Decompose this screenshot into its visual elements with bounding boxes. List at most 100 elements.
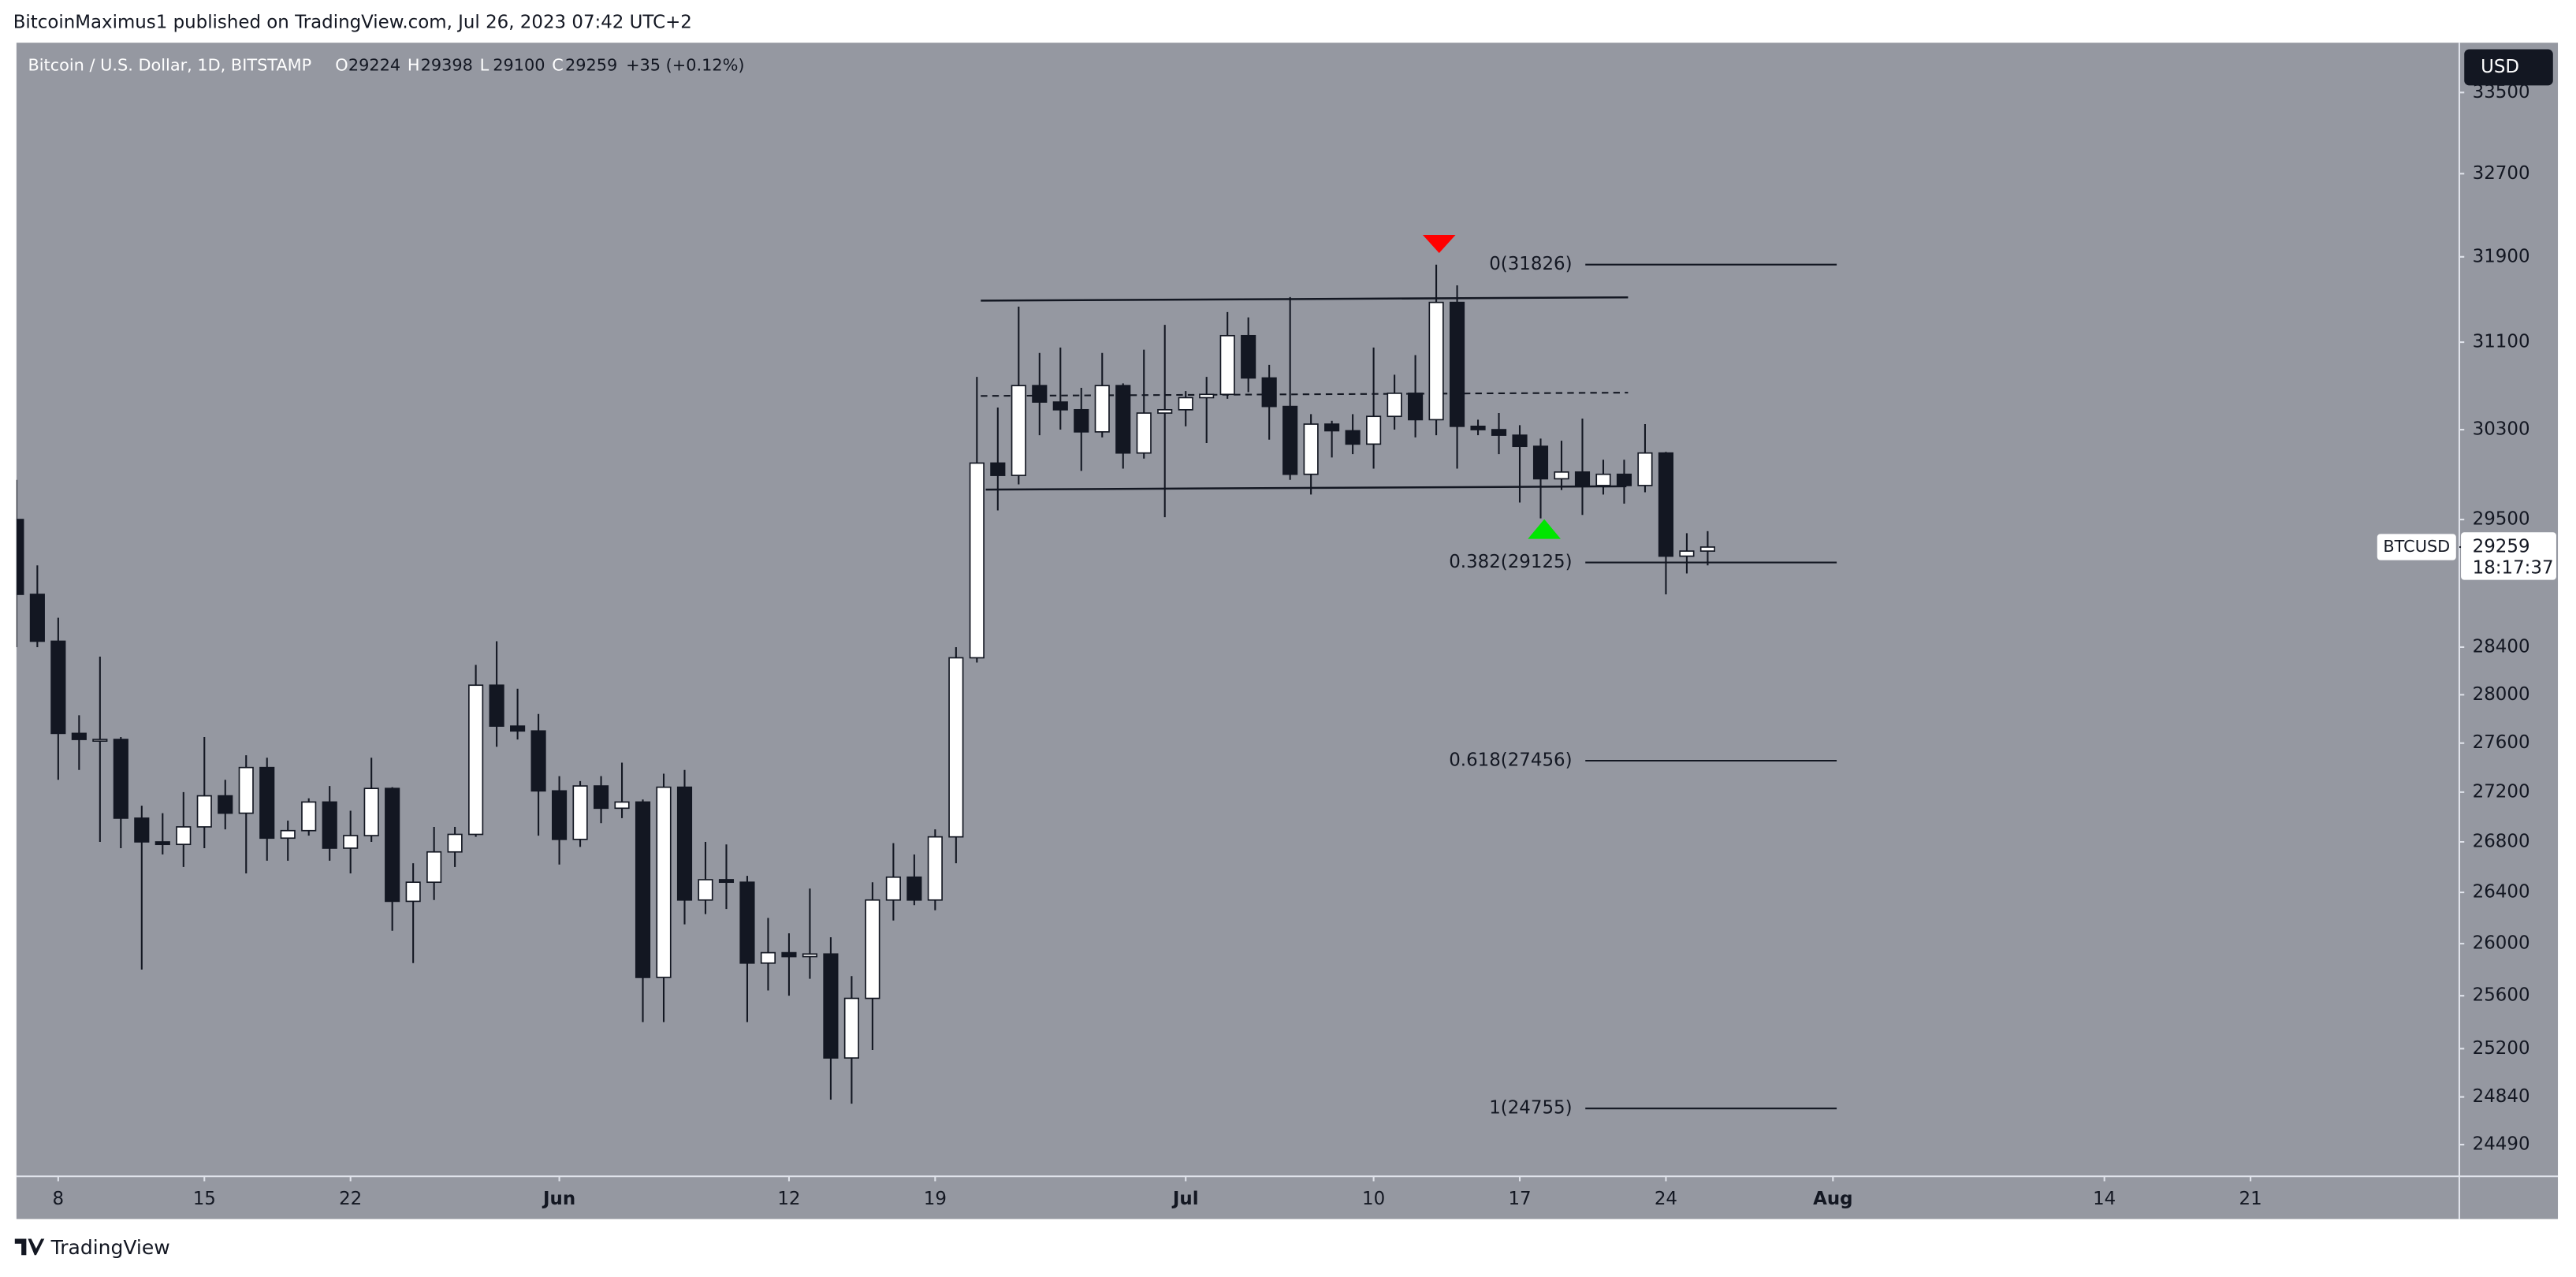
candle-body: [426, 851, 442, 884]
candle-body: [71, 732, 87, 740]
candle-body: [134, 817, 150, 843]
y-tick-label: 25200: [2473, 1038, 2530, 1059]
price-tag-countdown: 18:17:37: [2473, 558, 2554, 579]
candle-body: [572, 785, 588, 840]
channel-top: [981, 296, 1629, 302]
candle-body: [927, 836, 943, 901]
candle-body: [1408, 393, 1424, 421]
x-tick-label: Jul: [1171, 1189, 1199, 1209]
legend-value: 29224: [348, 55, 400, 74]
change-label: +35 (+0.12%): [626, 55, 744, 74]
candle-body: [969, 462, 985, 659]
plot-area: [16, 235, 1837, 1110]
y-tick-label: 27200: [2473, 781, 2530, 802]
candle-body: [1282, 405, 1298, 475]
x-tick-label: 14: [2093, 1189, 2116, 1209]
candle-body: [1679, 550, 1695, 557]
byline: BitcoinMaximus1 published on TradingView…: [13, 13, 692, 33]
candle-body: [1157, 408, 1173, 414]
candle-body: [1178, 397, 1193, 411]
x-tick-label: 22: [339, 1189, 362, 1209]
candle-body: [1387, 393, 1402, 418]
y-tick-label: 24490: [2473, 1134, 2530, 1155]
y-tick-label: 26000: [2473, 933, 2530, 954]
candle-body: [1449, 301, 1465, 427]
candle-body: [739, 881, 755, 964]
legend-value: 29259: [565, 55, 617, 74]
legend-value: 29398: [421, 55, 473, 74]
x-tick-label: 19: [924, 1189, 947, 1209]
currency-label[interactable]: USD: [2481, 57, 2519, 77]
price-axis: 3350032700319003110030300295002840028000…: [2459, 82, 2530, 1155]
currency-button[interactable]: [2464, 49, 2553, 86]
x-tick-label: 17: [1508, 1189, 1531, 1209]
candle-body: [1345, 430, 1361, 445]
sell-arrow: [1422, 235, 1456, 253]
candle-body: [50, 640, 66, 735]
candle-body: [259, 766, 275, 840]
candle-body: [1261, 377, 1277, 408]
footer-brand: TradingView: [50, 1236, 170, 1259]
candle-body: [280, 829, 296, 840]
x-tick-label: 21: [2239, 1189, 2262, 1209]
candle-body: [1199, 393, 1215, 399]
candle-body: [154, 841, 170, 846]
y-tick-label: 26800: [2473, 832, 2530, 852]
candle-body: [1491, 429, 1507, 436]
candle-body: [468, 684, 484, 836]
candle-body: [196, 795, 212, 828]
y-tick-label: 28000: [2473, 684, 2530, 705]
candle-body: [1554, 471, 1569, 480]
candle-body: [16, 519, 24, 595]
candle-body: [802, 953, 818, 958]
fib-label: 1(24755): [1489, 1098, 1572, 1119]
legend-value: 29100: [493, 55, 545, 74]
candle-body: [1637, 452, 1653, 486]
candle-body: [1366, 415, 1382, 445]
x-tick-label: 10: [1362, 1189, 1385, 1209]
price-tag: [2461, 532, 2556, 580]
candle-body: [1699, 546, 1715, 552]
legend-key: O: [335, 55, 348, 74]
x-tick-label: 12: [777, 1189, 800, 1209]
buy-arrow: [1528, 519, 1561, 539]
candle-body: [1532, 445, 1549, 480]
candle-body: [1470, 426, 1486, 430]
symbol-tag-label: BTCUSD: [2383, 537, 2450, 556]
candle-body: [948, 657, 964, 838]
candle-body: [551, 790, 568, 840]
x-tick-label: 24: [1655, 1189, 1677, 1209]
candle-body: [92, 739, 108, 742]
candle-body: [405, 881, 421, 903]
candle-body: [1595, 473, 1611, 486]
candle-body: [238, 766, 254, 814]
candle-body: [656, 786, 672, 978]
candle-body: [823, 953, 839, 1059]
candle-body: [1094, 385, 1110, 433]
ohlc-legend: O 29224 H 29398 L 29100 C 29259: [335, 55, 617, 74]
candle-body: [1032, 385, 1048, 403]
y-tick-label: 27600: [2473, 732, 2530, 753]
candle-body: [363, 787, 379, 836]
symbol-title: Bitcoin / U.S. Dollar, 1D, BITSTAMP: [28, 55, 311, 74]
candle-body: [718, 879, 735, 884]
candle-body: [322, 801, 337, 849]
candle-body: [301, 801, 317, 832]
candle-body: [1428, 301, 1444, 421]
candle-body: [990, 462, 1006, 476]
x-tick-label: Jun: [542, 1189, 575, 1209]
candle-body: [218, 795, 233, 814]
legend-key: H: [408, 55, 420, 74]
fib-label: 0.618(27456): [1449, 750, 1572, 770]
candle-body: [1074, 408, 1089, 433]
candle-body: [760, 951, 776, 964]
candle-body: [1324, 423, 1340, 432]
candle-body: [906, 876, 922, 901]
y-tick-label: 30300: [2473, 419, 2530, 440]
candle-body: [1616, 473, 1632, 486]
candle-body: [635, 801, 651, 978]
candle-body: [29, 594, 45, 642]
legend-key: L: [480, 55, 490, 74]
